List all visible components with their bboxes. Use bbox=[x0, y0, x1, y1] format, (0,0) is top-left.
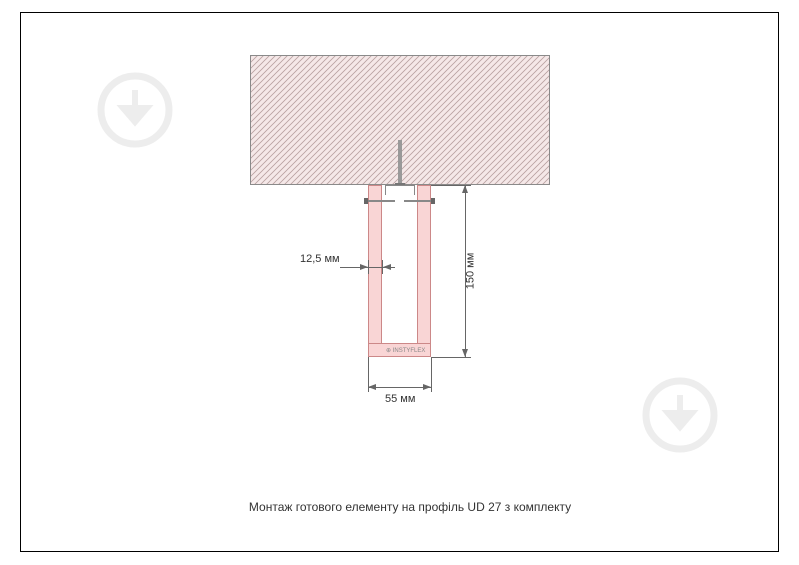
watermark-icon bbox=[640, 375, 720, 460]
dim-width-label: 55 мм bbox=[385, 393, 415, 405]
element-left-wall bbox=[368, 185, 382, 357]
screw-left-head bbox=[364, 198, 368, 204]
dim-height-label: 150 мм bbox=[464, 253, 476, 290]
diagram-caption: Монтаж готового елементу на профіль UD 2… bbox=[240, 500, 580, 514]
dim-arrow bbox=[423, 384, 431, 390]
anchor-dowel bbox=[398, 140, 402, 185]
element-right-wall bbox=[417, 185, 431, 357]
dim-arrow bbox=[360, 264, 368, 270]
dim-extension bbox=[431, 357, 432, 392]
dim-extension bbox=[431, 357, 471, 358]
dim-arrow bbox=[462, 185, 468, 193]
dim-arrow bbox=[383, 264, 391, 270]
ud-profile-bracket bbox=[385, 185, 415, 195]
dim-wall-label: 12,5 мм bbox=[300, 253, 340, 265]
screw-right-head bbox=[431, 198, 435, 204]
brand-label: ⊕ INSTYFLEX bbox=[386, 347, 425, 354]
dim-arrow bbox=[462, 349, 468, 357]
dim-line-width bbox=[368, 387, 431, 388]
screw-left bbox=[367, 200, 395, 202]
dim-arrow bbox=[368, 384, 376, 390]
screw-right bbox=[404, 200, 432, 202]
watermark-icon bbox=[95, 70, 175, 155]
